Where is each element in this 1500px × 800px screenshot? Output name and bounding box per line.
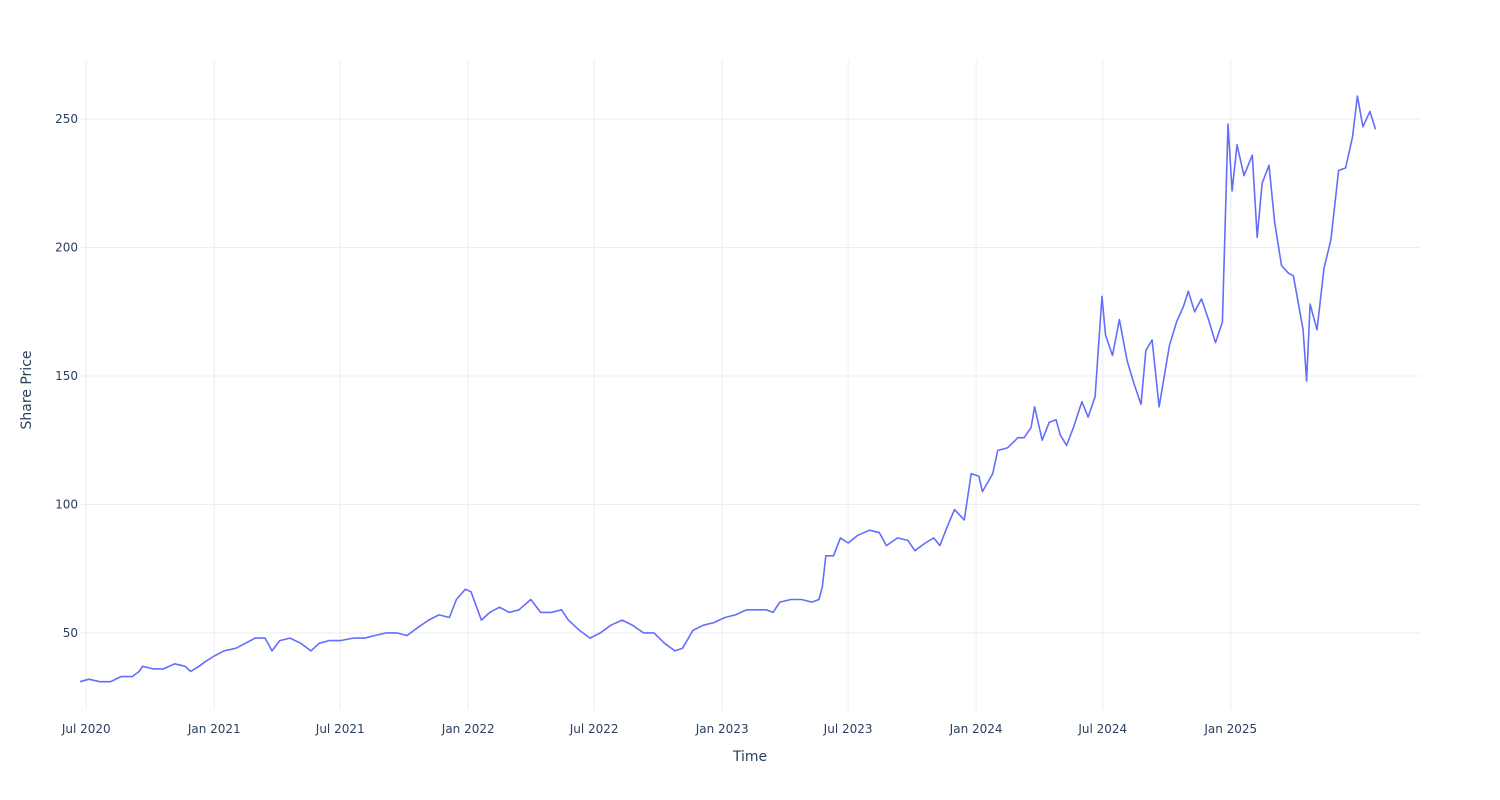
y-tick-label: 200 [55, 241, 78, 255]
y-tick-label: 100 [55, 497, 78, 511]
share-price-line [79, 95, 1377, 683]
x-gridlines [85, 60, 1232, 710]
x-tick-label: Jan 2023 [695, 722, 749, 736]
x-tick-labels: Jul 2020 Jan 2021 Jul 2021 Jan 2022 Jul 2022… [61, 722, 1257, 736]
x-tick-label: Jan 2021 [187, 722, 241, 736]
x-tick-label: Jul 2020 [61, 722, 111, 736]
x-tick-label: Jul 2023 [823, 722, 873, 736]
y-gridlines [80, 118, 1420, 634]
x-tick-label: Jul 2022 [569, 722, 619, 736]
x-tick-label: Jan 2025 [1203, 722, 1257, 736]
y-tick-labels: 50 100 150 200 250 [55, 112, 78, 640]
x-tick-label: Jul 2024 [1077, 722, 1127, 736]
y-tick-label: 50 [63, 626, 78, 640]
x-tick-label: Jul 2021 [315, 722, 365, 736]
y-tick-label: 250 [55, 112, 78, 126]
x-tick-label: Jan 2022 [441, 722, 495, 736]
series-layer [79, 95, 1377, 683]
x-axis-title: Time [732, 749, 767, 765]
y-tick-label: 150 [55, 369, 78, 383]
x-tick-label: Jan 2024 [949, 722, 1003, 736]
y-axis-title: Share Price [19, 350, 35, 429]
